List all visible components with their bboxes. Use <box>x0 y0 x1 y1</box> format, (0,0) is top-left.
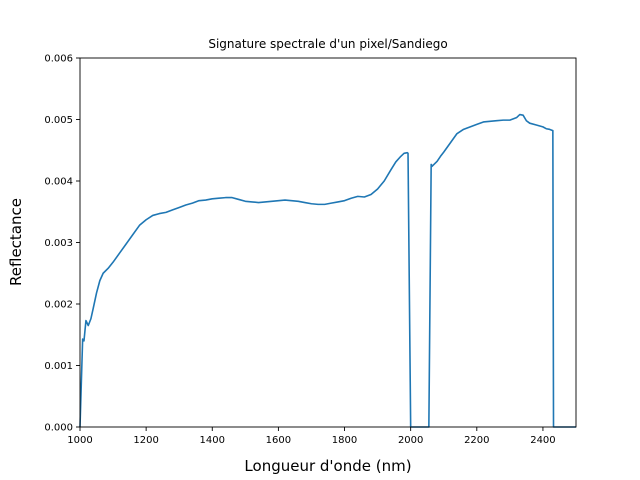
x-axis-label: Longueur d'onde (nm) <box>244 457 411 475</box>
chart-title: Signature spectrale d'un pixel/Sandiego <box>208 37 447 51</box>
series-line-0 <box>79 113 576 428</box>
x-tick-label: 2200 <box>464 435 489 446</box>
x-tick-label: 2400 <box>530 435 555 446</box>
y-tick-label: 0.006 <box>44 54 73 65</box>
plot-frame <box>79 57 577 428</box>
y-tick-label: 0.000 <box>44 423 73 434</box>
x-tick-label: 2000 <box>398 435 423 446</box>
plot-area <box>79 57 577 428</box>
y-tick-label: 0.003 <box>44 238 73 249</box>
x-tick-label: 1800 <box>332 435 357 446</box>
y-tick-label: 0.002 <box>44 300 73 311</box>
y-axis-label: Reflectance <box>7 198 25 286</box>
x-tick-label: 1600 <box>266 435 291 446</box>
y-axis: 0.000 0.001 0.002 0.003 0.004 0.005 0.006 <box>44 54 80 434</box>
x-tick-label: 1400 <box>200 435 225 446</box>
y-tick-label: 0.005 <box>44 115 73 126</box>
x-tick-label: 1200 <box>133 435 158 446</box>
x-tick-label: 1000 <box>67 435 92 446</box>
y-tick-label: 0.001 <box>44 361 73 372</box>
x-axis: 1000 1200 1400 1600 1800 2000 2200 2400 <box>67 427 556 446</box>
y-tick-label: 0.004 <box>44 177 73 188</box>
